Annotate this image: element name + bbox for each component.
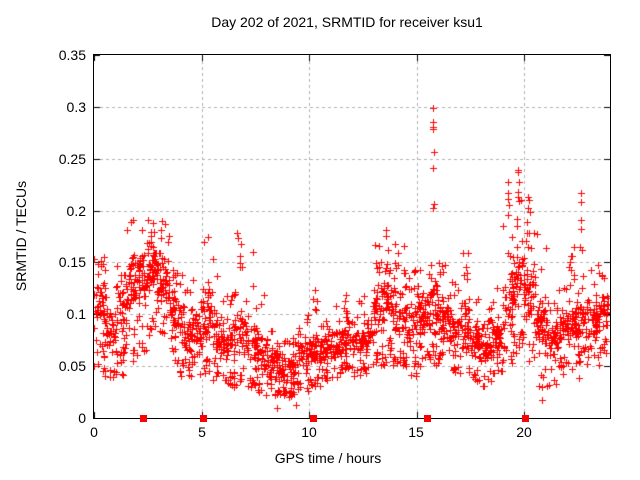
y-tick-label: 0.15 — [58, 254, 86, 270]
plot-area — [93, 54, 611, 419]
x-tick-label: 15 — [408, 424, 424, 440]
x-tick-label: 0 — [90, 424, 98, 440]
scatter-canvas — [94, 55, 610, 418]
flagged-epoch-square-marker — [140, 415, 147, 422]
y-tick-label: 0.25 — [58, 151, 86, 167]
x-tick-label: 20 — [516, 424, 532, 440]
y-axis-title: SRMTID / TECUs — [13, 180, 29, 292]
y-tick-label: 0.2 — [66, 203, 86, 219]
flagged-epoch-square-marker — [424, 415, 431, 422]
y-tick-label: 0.35 — [58, 47, 86, 63]
x-tick-label: 5 — [198, 424, 206, 440]
x-tick-label: 10 — [301, 424, 317, 440]
y-tick-label: 0.3 — [66, 99, 86, 115]
y-tick-label: 0 — [78, 410, 86, 426]
flagged-epoch-square-marker — [522, 415, 529, 422]
flagged-epoch-square-marker — [200, 415, 207, 422]
y-tick-label: 0.05 — [58, 358, 86, 374]
y-tick-label: 0.1 — [66, 306, 86, 322]
chart-title: Day 202 of 2021, SRMTID for receiver ksu… — [211, 14, 483, 30]
flagged-epoch-square-marker — [310, 415, 317, 422]
x-axis-title: GPS time / hours — [274, 450, 382, 466]
